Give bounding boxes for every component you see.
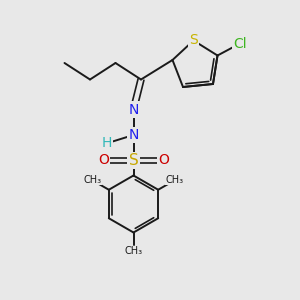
Text: S: S — [189, 34, 198, 47]
Text: Cl: Cl — [233, 37, 247, 50]
Text: N: N — [128, 128, 139, 142]
Text: CH₃: CH₃ — [165, 176, 183, 185]
Text: S: S — [129, 153, 138, 168]
Text: H: H — [101, 136, 112, 150]
Text: CH₃: CH₃ — [124, 246, 142, 256]
Text: N: N — [128, 103, 139, 116]
Text: O: O — [158, 154, 169, 167]
Text: O: O — [98, 154, 109, 167]
Text: CH₃: CH₃ — [84, 176, 102, 185]
